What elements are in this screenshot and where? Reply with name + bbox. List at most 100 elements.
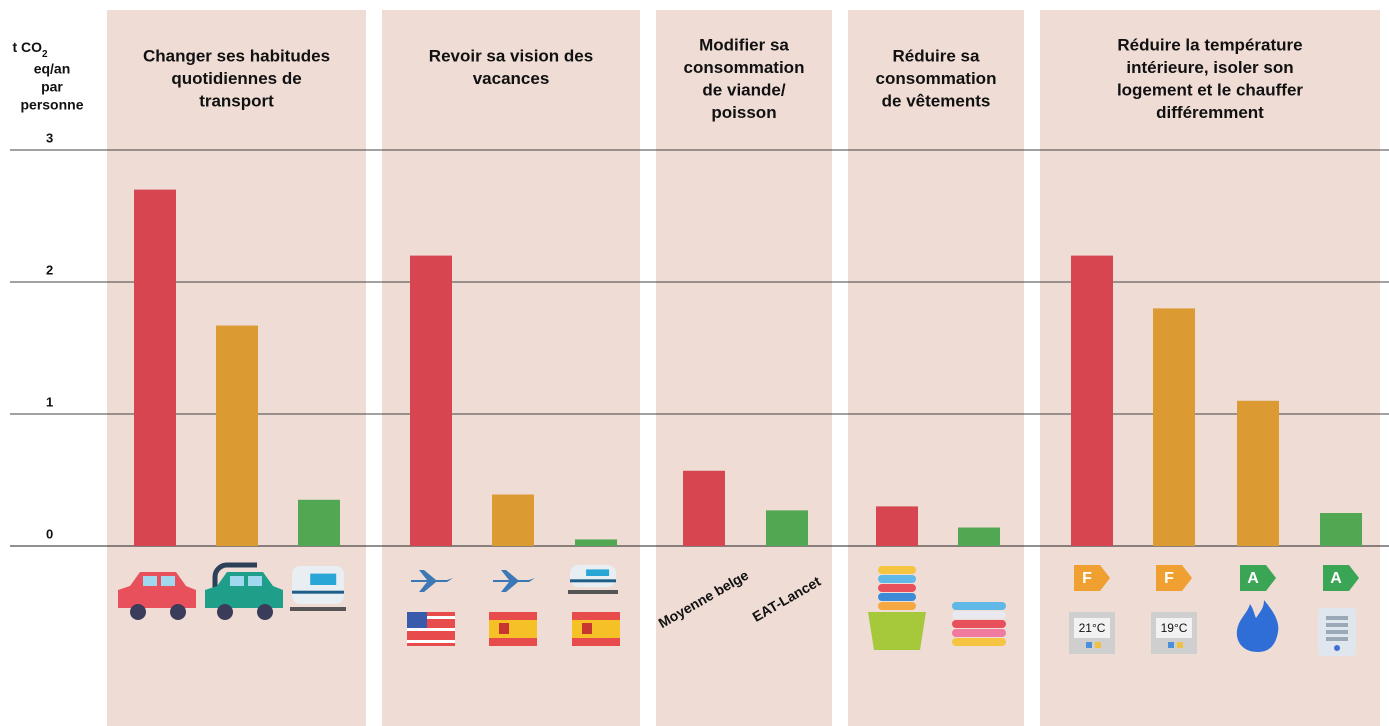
cable-icon <box>212 562 257 605</box>
train-rail <box>290 607 346 611</box>
y-tick-label: 3 <box>46 130 53 145</box>
folded-clothes <box>952 638 1006 646</box>
folded-clothes <box>952 611 1006 619</box>
car-window <box>248 576 262 586</box>
folded-clothes <box>952 620 1006 628</box>
bar <box>766 510 808 546</box>
panel-title: Changer ses habitudes <box>143 46 330 65</box>
bar <box>1071 255 1113 546</box>
flag-stripe <box>407 616 455 619</box>
train-rail <box>568 590 618 594</box>
panel-title: de vêtements <box>882 91 991 110</box>
panel-title: Modifier sa <box>699 35 789 54</box>
flame-icon <box>1236 600 1279 652</box>
bar <box>683 470 725 546</box>
thermostat-temp: 21°C <box>1079 621 1106 635</box>
bar <box>958 527 1000 546</box>
clothes-icon <box>878 593 916 601</box>
flag-canton <box>407 612 427 628</box>
panel-background <box>656 10 832 726</box>
train-window <box>586 569 610 576</box>
train-stripe <box>292 590 344 594</box>
bar <box>492 494 534 546</box>
heater-slot <box>1326 630 1348 634</box>
flag-band <box>572 620 620 638</box>
badge-letter: F <box>1082 570 1092 587</box>
flag-stripe <box>407 628 455 631</box>
clothes-icon <box>878 602 916 610</box>
flag-band <box>489 620 537 638</box>
car-window <box>143 576 157 586</box>
car-window <box>230 576 244 586</box>
heater-knob <box>1334 645 1340 651</box>
y-axis-label-sub: 2 <box>42 49 48 60</box>
energy-badge <box>1323 565 1359 591</box>
thermostat-temp: 19°C <box>1161 621 1188 635</box>
bar <box>216 325 258 546</box>
thermostat-button <box>1177 642 1183 648</box>
heater-slot <box>1326 637 1348 641</box>
bar <box>134 189 176 546</box>
thermostat-screen <box>1074 618 1110 638</box>
panel-title: Réduire la température <box>1117 35 1302 54</box>
panel-title: transport <box>199 91 274 110</box>
y-axis-label: personne <box>20 97 83 113</box>
car-icon <box>205 572 283 608</box>
plane-icon <box>411 570 453 592</box>
car-wheel <box>130 604 146 620</box>
thermostat-button <box>1086 642 1092 648</box>
energy-badge <box>1156 565 1192 591</box>
car-window <box>161 576 175 586</box>
panel-title: Revoir sa vision des <box>429 46 593 65</box>
bar <box>1237 400 1279 546</box>
train-window <box>310 573 337 585</box>
badge-letter: A <box>1330 570 1342 587</box>
clothes-icon <box>878 584 916 592</box>
y-tick-label: 2 <box>46 262 53 277</box>
panel-title: différemment <box>1156 103 1264 122</box>
panel-title: consommation <box>684 58 805 77</box>
badge-letter: A <box>1247 570 1259 587</box>
panel-title: poisson <box>711 103 776 122</box>
panel-title: vacances <box>473 69 550 88</box>
badge-letter: F <box>1164 570 1174 587</box>
folded-clothes <box>952 602 1006 610</box>
y-tick-label: 0 <box>46 526 53 541</box>
bar <box>575 539 617 546</box>
clothes-icon <box>878 575 916 583</box>
car-wheel <box>217 604 233 620</box>
car-wheel <box>170 604 186 620</box>
y-axis-label: eq/an <box>34 61 71 77</box>
panel-title: logement et le chauffer <box>1117 80 1303 99</box>
thermostat-button <box>1168 642 1174 648</box>
panel-title: intérieure, isoler son <box>1126 58 1293 77</box>
clothes-icon <box>878 566 916 574</box>
thermostat-screen <box>1156 618 1192 638</box>
heater-slot <box>1326 623 1348 627</box>
heater-slot <box>1326 616 1348 620</box>
bar <box>876 506 918 546</box>
flag-crest <box>582 623 592 634</box>
energy-badge <box>1240 565 1276 591</box>
panel-title: quotidiennes de <box>171 69 301 88</box>
basket-icon <box>868 612 926 650</box>
folded-clothes <box>952 629 1006 637</box>
bar <box>298 499 340 546</box>
bar <box>410 255 452 546</box>
bar <box>1153 308 1195 546</box>
y-axis-label-part: t CO <box>12 39 42 55</box>
plane-icon <box>493 570 535 592</box>
y-axis-label: t CO2 <box>12 39 48 60</box>
flag-crest <box>499 623 509 634</box>
thermostat-button <box>1095 642 1101 648</box>
y-axis-label: par <box>41 79 63 95</box>
energy-badge <box>1074 565 1110 591</box>
panel-title: Réduire sa <box>893 46 980 65</box>
train-stripe <box>570 579 616 583</box>
bar <box>1320 513 1362 546</box>
car-wheel <box>257 604 273 620</box>
flag-stripe <box>407 640 455 643</box>
panel-title: de viande/ <box>702 80 785 99</box>
y-tick-label: 1 <box>46 394 53 409</box>
